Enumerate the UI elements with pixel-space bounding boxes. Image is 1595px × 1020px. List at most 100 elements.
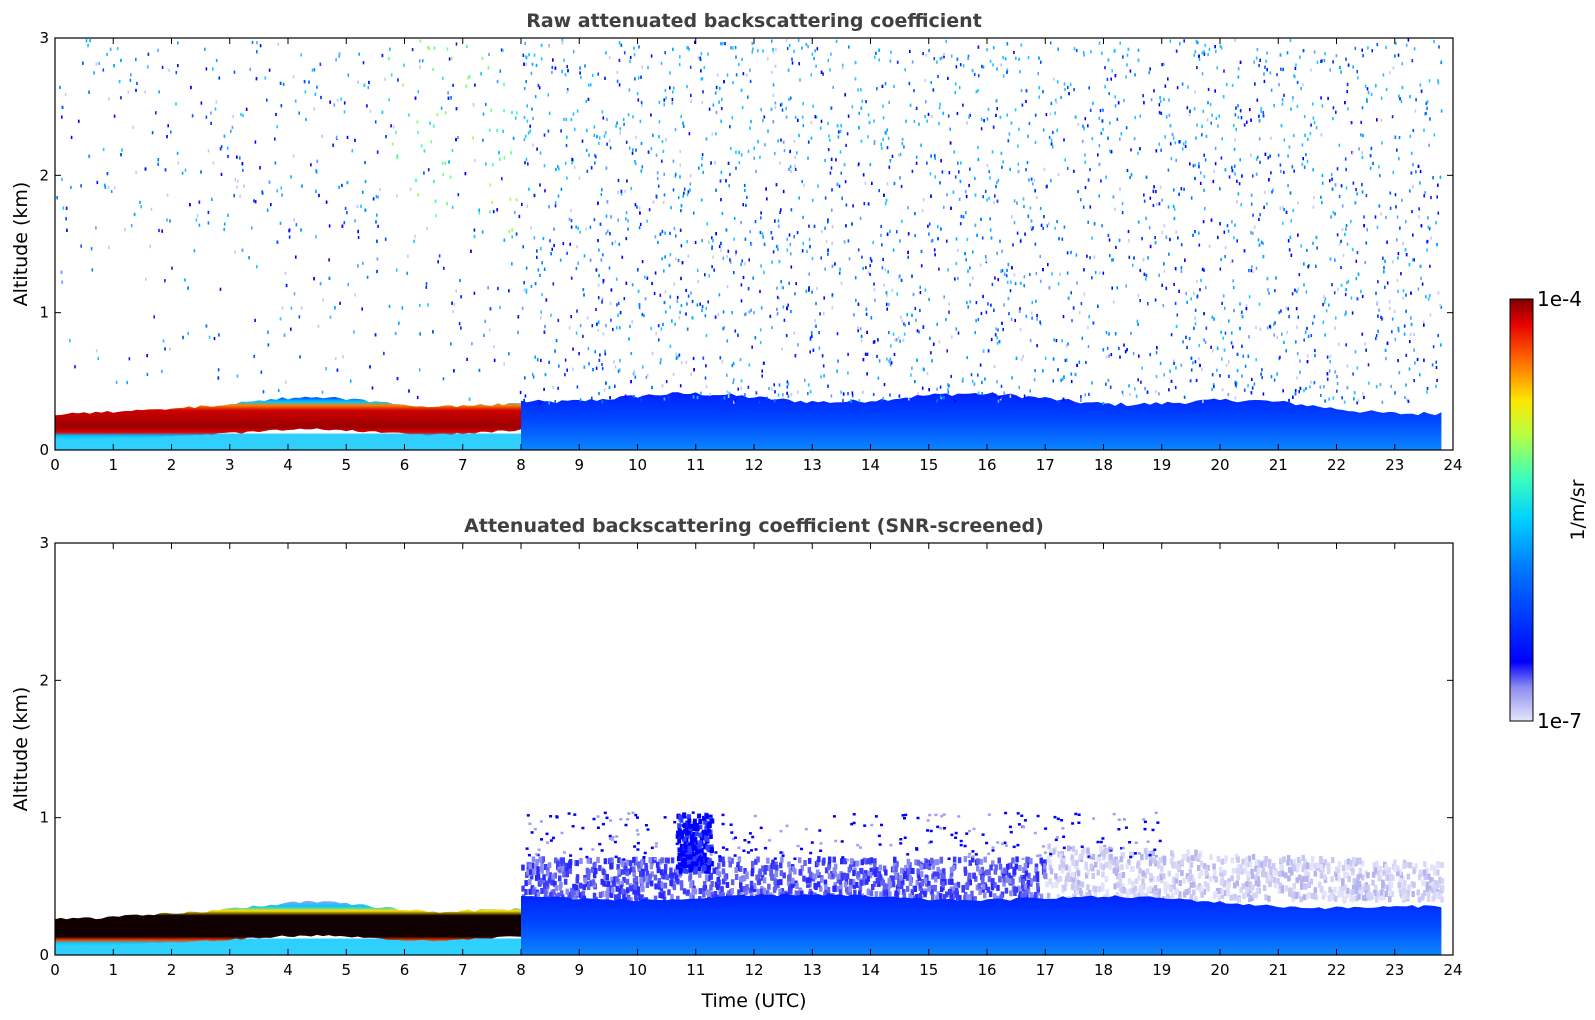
cloud-blob-11utc xyxy=(680,854,685,860)
cloud-blob-11utc xyxy=(698,824,703,830)
cloud-blob-11utc xyxy=(689,834,694,840)
cloud-blob-11utc xyxy=(682,836,687,842)
cloud-blob-11utc xyxy=(707,859,712,865)
cloud-blob-11utc xyxy=(690,839,695,845)
x-tick-label: 23 xyxy=(1385,961,1404,979)
light-signal-region-snr xyxy=(521,811,1445,904)
cloud-blob-11utc xyxy=(707,822,712,828)
x-tick-label: 21 xyxy=(1269,961,1288,979)
cloud-blob-11utc xyxy=(687,842,692,848)
cloud-blob-11utc xyxy=(692,869,697,875)
x-tick-label: 6 xyxy=(400,961,410,979)
cloud-blob-11utc xyxy=(704,857,709,863)
cloud-blob-11utc xyxy=(694,831,699,837)
cloud-blob-11utc xyxy=(709,861,714,866)
cloud-blob-11utc xyxy=(692,818,697,824)
x-tick-label: 11 xyxy=(686,961,705,979)
x-tick-label: 4 xyxy=(283,961,293,979)
boundary-layer-region-snr xyxy=(521,893,1442,955)
y-tick-label: 0 xyxy=(39,946,49,964)
cloud-blob-11utc xyxy=(678,814,683,820)
x-tick-label: 1 xyxy=(108,456,118,474)
x-tick-label: 19 xyxy=(1152,961,1171,979)
x-tick-label: 7 xyxy=(458,961,468,979)
cloud-blob-11utc xyxy=(693,866,698,872)
title-raw: Raw attenuated backscattering coefficien… xyxy=(526,10,982,32)
ylabel-raw: Altitude (km) xyxy=(10,182,32,307)
cloud-blob-11utc xyxy=(702,815,706,821)
cloud-blob-11utc xyxy=(684,827,689,833)
x-tick-label: 16 xyxy=(977,961,996,979)
x-tick-label: 0 xyxy=(50,456,60,474)
colorbar-min-label: 1e-7 xyxy=(1537,709,1582,733)
y-tick-label: 1 xyxy=(39,809,49,827)
cloud-blob-11utc xyxy=(686,822,690,828)
x-tick-label: 12 xyxy=(744,961,763,979)
cloud-blob-11utc xyxy=(685,833,690,839)
cloud-blob-11utc xyxy=(679,831,684,837)
x-tick-label: 15 xyxy=(919,456,938,474)
x-tick-label: 7 xyxy=(458,456,468,474)
cloud-blob-11utc xyxy=(698,832,703,838)
cloud-blob-11utc xyxy=(687,814,691,820)
x-tick-label: 22 xyxy=(1327,961,1346,979)
cloud-blob-11utc xyxy=(709,844,714,850)
axes-frame-raw xyxy=(54,37,1454,451)
x-tick-label: 17 xyxy=(1036,456,1055,474)
cloud-blob-11utc xyxy=(686,863,691,868)
cloud-blob-11utc xyxy=(700,861,704,867)
cloud-blob-11utc xyxy=(704,813,709,819)
x-tick-label: 20 xyxy=(1210,456,1229,474)
cloud-blob-11utc xyxy=(695,854,700,860)
y-tick-label: 2 xyxy=(39,166,49,184)
x-tick-label: 13 xyxy=(803,456,822,474)
cloud-blob-11utc xyxy=(676,856,681,862)
xlabel-snr: Time (UTC) xyxy=(700,990,806,1012)
cloud-blob-11utc xyxy=(683,848,688,854)
ylabel-snr: Altitude (km) xyxy=(10,687,32,812)
x-tick-label: 15 xyxy=(919,961,938,979)
cloud-blob-11utc xyxy=(675,833,680,839)
cloud-blob-11utc xyxy=(703,832,708,838)
x-tick-label: 12 xyxy=(744,456,763,474)
x-tick-label: 3 xyxy=(225,961,235,979)
cloud-blob-11utc xyxy=(709,847,714,853)
cloud-blob-11utc xyxy=(702,866,707,872)
heatmap-snr xyxy=(55,811,1445,955)
cloud-blob-11utc xyxy=(677,852,682,858)
cloud-blob-11utc xyxy=(705,844,710,850)
cloud-blob-11utc xyxy=(689,823,694,829)
x-tick-label: 13 xyxy=(803,961,822,979)
x-tick-label: 0 xyxy=(50,961,60,979)
cloud-blob-11utc xyxy=(686,859,691,865)
y-tick-label: 3 xyxy=(39,534,49,552)
cloud-blob-11utc xyxy=(692,826,697,831)
cloud-blob-11utc xyxy=(697,844,702,850)
cloud-blob-11utc xyxy=(677,862,682,868)
cloud-blob-11utc xyxy=(680,867,684,873)
cloud-blob-11utc xyxy=(701,829,706,835)
x-tick-label: 24 xyxy=(1443,456,1462,474)
plot-snr: Attenuated backscattering coefficient (S… xyxy=(10,515,1463,1012)
heatmap-raw xyxy=(55,38,1443,450)
cloud-blob-11utc xyxy=(691,845,696,850)
cloud-blob-11utc xyxy=(707,864,711,870)
cloud-blob-11utc xyxy=(687,845,692,851)
x-tick-label: 10 xyxy=(628,456,647,474)
x-tick-label: 5 xyxy=(341,961,351,979)
cloud-blob-11utc xyxy=(706,828,711,834)
x-tick-label: 23 xyxy=(1385,456,1404,474)
colorbar: 1e-4 1e-7 1/m/sr xyxy=(1509,287,1589,733)
title-snr: Attenuated backscattering coefficient (S… xyxy=(464,515,1044,537)
cloud-blob-11utc xyxy=(681,858,686,863)
x-tick-label: 8 xyxy=(516,961,526,979)
cloud-blob-11utc xyxy=(679,834,684,840)
cloud-blob-11utc xyxy=(703,835,708,841)
ticks-raw: 0 1 2 3 4 5 6 7 8 9 10 11 12 13 14 15 16 17 18 19 20 21 22 23 24… xyxy=(39,29,1462,474)
cloud-blob-11utc xyxy=(685,854,690,860)
cloud-blob-11utc xyxy=(680,848,685,854)
cloud-blob-11utc xyxy=(698,840,703,846)
x-tick-label: 18 xyxy=(1094,961,1113,979)
x-tick-label: 5 xyxy=(341,456,351,474)
cloud-blob-11utc xyxy=(699,835,704,841)
